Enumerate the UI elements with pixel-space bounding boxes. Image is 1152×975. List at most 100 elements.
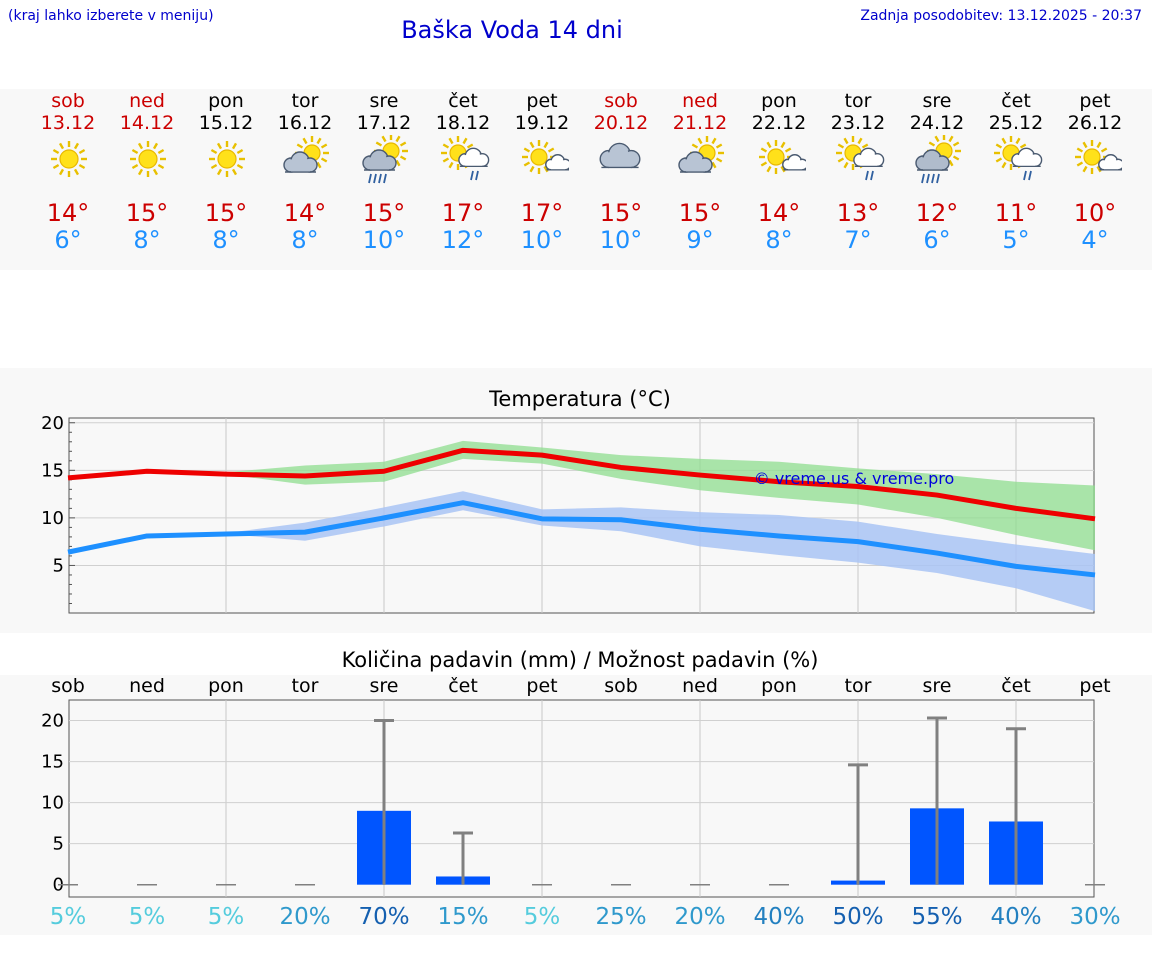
day-columns: sob 13.12 14° 6° ned 14.12 15° 8° pon 15.12 15° 8° t… bbox=[0, 89, 1152, 270]
max-temperature: 12° bbox=[915, 199, 959, 227]
precipitation-day-label: čet bbox=[1001, 675, 1031, 697]
daily-forecast-panel bbox=[0, 89, 1152, 270]
day-name: pon bbox=[761, 90, 797, 112]
max-temperature: 11° bbox=[994, 199, 1038, 227]
day-date: 15.12 bbox=[198, 112, 254, 134]
min-temperature: 10° bbox=[599, 226, 643, 254]
precipitation-probability: 70% bbox=[358, 904, 410, 930]
sunny-icon bbox=[50, 141, 87, 177]
max-temperature-line bbox=[67, 447, 1096, 522]
precipitation-chart-title: Količina padavin (mm) / Možnost padavin … bbox=[341, 648, 819, 672]
partly-cloudy-icon bbox=[677, 136, 724, 173]
max-temperature: 15° bbox=[204, 199, 248, 227]
day-date: 17.12 bbox=[356, 112, 412, 134]
precipitation-day-label: čet bbox=[448, 675, 478, 697]
max-temperature: 14° bbox=[283, 199, 327, 227]
partly-cloudy-icon bbox=[282, 136, 329, 173]
precipitation-probability: 5% bbox=[523, 904, 561, 930]
y-tick-label: 5 bbox=[53, 555, 64, 576]
y-tick-label: 5 bbox=[53, 834, 64, 855]
precipitation-day-label: sre bbox=[369, 675, 399, 697]
min-temperature: 5° bbox=[1002, 226, 1030, 254]
precipitation-day-label: pon bbox=[761, 675, 797, 697]
max-temperature: 14° bbox=[46, 199, 90, 227]
day-name: sob bbox=[604, 90, 638, 112]
day-date: 20.12 bbox=[593, 112, 649, 134]
max-temperature: 10° bbox=[1073, 199, 1117, 227]
precipitation-day-label: sob bbox=[604, 675, 638, 697]
sun-small-cloud-icon bbox=[758, 140, 806, 174]
precipitation-probability: 15% bbox=[437, 904, 489, 930]
day-date: 16.12 bbox=[277, 112, 333, 134]
day-date: 13.12 bbox=[40, 112, 96, 134]
min-temperature: 8° bbox=[133, 226, 161, 254]
day-date: 23.12 bbox=[830, 112, 886, 134]
day-name: pon bbox=[208, 90, 244, 112]
max-temperature: 15° bbox=[678, 199, 722, 227]
min-temperature: 6° bbox=[54, 226, 82, 254]
day-date: 18.12 bbox=[435, 112, 491, 134]
max-temperature: 14° bbox=[757, 199, 801, 227]
precipitation-day-label: tor bbox=[291, 675, 319, 697]
day-date: 24.12 bbox=[909, 112, 965, 134]
day-date: 14.12 bbox=[119, 112, 175, 134]
min-temperature: 6° bbox=[923, 226, 951, 254]
y-tick-label: 15 bbox=[41, 460, 64, 481]
precipitation-probability: 40% bbox=[990, 904, 1042, 930]
day-name: tor bbox=[291, 90, 319, 112]
y-tick-label: 10 bbox=[41, 508, 64, 529]
day-name: čet bbox=[1001, 90, 1031, 112]
min-temperature: 8° bbox=[212, 226, 240, 254]
min-temperature: 12° bbox=[441, 226, 485, 254]
precipitation-day-label: pet bbox=[1079, 675, 1111, 697]
max-temperature: 17° bbox=[441, 199, 485, 227]
precipitation-day-label: sre bbox=[922, 675, 952, 697]
precipitation-probability: 25% bbox=[595, 904, 647, 930]
max-temperature: 13° bbox=[836, 199, 880, 227]
min-temperature: 8° bbox=[291, 226, 319, 254]
precipitation-day-label: sob bbox=[51, 675, 85, 697]
day-name: čet bbox=[448, 90, 478, 112]
light-rain-sun-cloud-icon bbox=[993, 136, 1042, 181]
precipitation-probability: 55% bbox=[911, 904, 963, 930]
watermark: © vreme.us & vreme.pro bbox=[754, 469, 955, 488]
temperature-chart: 20 15 10 5 © vreme.us & vreme.pro bbox=[41, 413, 1096, 614]
day-date: 22.12 bbox=[751, 112, 807, 134]
light-rain-sun-cloud-icon bbox=[835, 136, 884, 181]
min-temperature: 10° bbox=[362, 226, 406, 254]
temperature-chart-title: Temperatura (°C) bbox=[489, 387, 671, 411]
day-name: pet bbox=[526, 90, 558, 112]
day-date: 25.12 bbox=[988, 112, 1044, 134]
light-rain-sun-cloud-icon bbox=[440, 136, 489, 181]
day-name: pet bbox=[1079, 90, 1111, 112]
precipitation-probability: 5% bbox=[207, 904, 245, 930]
min-temperature-range-band bbox=[68, 491, 1095, 612]
sun-small-cloud-icon bbox=[521, 140, 569, 174]
cloudy-icon bbox=[599, 142, 641, 169]
precipitation-probability: 20% bbox=[279, 904, 331, 930]
y-tick-label: 15 bbox=[41, 752, 64, 773]
max-temperature: 15° bbox=[599, 199, 643, 227]
day-name: ned bbox=[682, 90, 718, 112]
precipitation-day-label: pet bbox=[526, 675, 558, 697]
day-date: 19.12 bbox=[514, 112, 570, 134]
spacer-panel bbox=[0, 270, 1152, 366]
max-temperature-range-band bbox=[68, 440, 1095, 551]
day-name: sre bbox=[922, 90, 952, 112]
precipitation-probability: 30% bbox=[1069, 904, 1121, 930]
day-name: tor bbox=[844, 90, 872, 112]
max-temperature: 15° bbox=[362, 199, 406, 227]
page-title: Baška Voda 14 dni bbox=[401, 16, 623, 44]
y-tick-label: 20 bbox=[41, 711, 64, 732]
min-temperature: 10° bbox=[520, 226, 564, 254]
sun-small-cloud-icon bbox=[1074, 140, 1122, 174]
last-updated: Zadnja posodobitev: 13.12.2025 - 20:37 bbox=[860, 8, 1142, 24]
min-temperature: 4° bbox=[1081, 226, 1109, 254]
precipitation-day-label: pon bbox=[208, 675, 244, 697]
header-hint[interactable]: (kraj lahko izberete v meniju) bbox=[8, 8, 214, 24]
y-tick-label: 10 bbox=[41, 793, 64, 814]
day-date: 21.12 bbox=[672, 112, 728, 134]
precipitation-probability: 40% bbox=[753, 904, 805, 930]
min-temperature: 7° bbox=[844, 226, 872, 254]
